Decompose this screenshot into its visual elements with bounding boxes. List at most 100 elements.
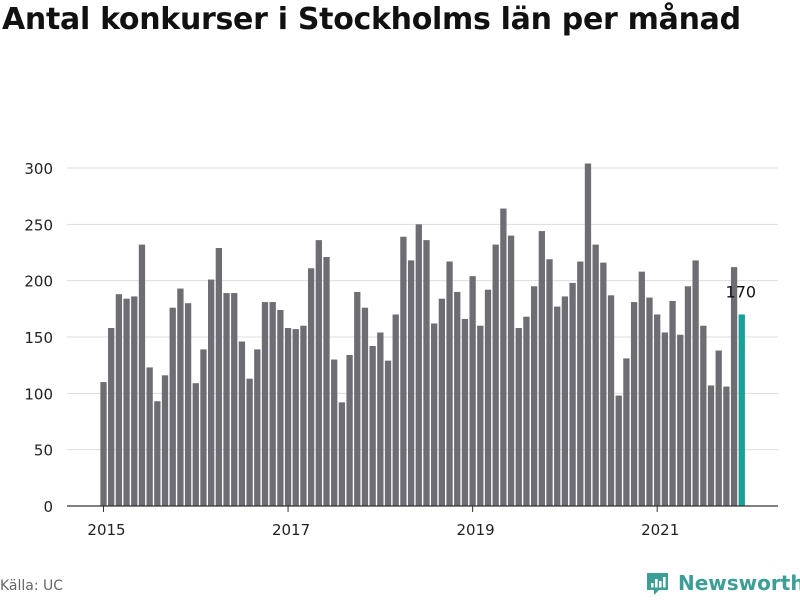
bar: [415, 224, 422, 506]
bar: [369, 346, 376, 506]
y-tick-label: 300: [24, 160, 53, 178]
bar: [469, 276, 476, 506]
bar-chart-logo-icon: [647, 572, 668, 595]
bar: [231, 293, 238, 506]
bar: [661, 332, 669, 506]
bar: [323, 257, 330, 506]
bar: [530, 286, 538, 506]
highlight-bar: [738, 314, 745, 506]
bar: [677, 334, 684, 506]
bar: [392, 314, 399, 506]
bar: [108, 327, 115, 506]
bar: [169, 307, 176, 506]
bar: [577, 261, 584, 506]
bar: [154, 401, 161, 506]
bar: [454, 291, 461, 506]
y-tick-label: 200: [24, 273, 53, 291]
bar: [692, 260, 699, 506]
brand-logo: Newsworthy: [645, 568, 800, 598]
bar: [700, 325, 707, 506]
bar: [269, 302, 276, 506]
bar: [254, 349, 261, 506]
bar: [407, 260, 415, 506]
y-tick-label: 50: [34, 442, 53, 460]
bar: [208, 279, 215, 506]
bar: [431, 323, 438, 506]
bar: [707, 385, 715, 506]
bar: [684, 286, 692, 506]
bar: [615, 395, 622, 506]
bar: [261, 302, 269, 506]
bar: [538, 231, 545, 506]
y-tick-label: 0: [43, 498, 53, 516]
bar: [623, 358, 630, 506]
bar: [515, 327, 522, 506]
bar-series: [100, 163, 745, 507]
bar: [715, 350, 722, 506]
bar: [161, 375, 169, 506]
bar: [246, 378, 253, 506]
bar: [123, 298, 130, 506]
bar: [500, 208, 507, 506]
bar: [723, 386, 730, 506]
bar: [223, 293, 230, 506]
y-tick-label: 250: [24, 216, 53, 234]
x-tick-label: 2015: [87, 521, 125, 539]
bar: [507, 235, 515, 506]
bar: [592, 244, 599, 507]
bar: [184, 303, 192, 506]
bar: [730, 267, 738, 506]
bar: [177, 288, 184, 506]
bar: [200, 349, 207, 506]
bar: [630, 302, 638, 506]
bar: [669, 300, 676, 506]
bar: [131, 296, 138, 506]
bar: [146, 367, 153, 506]
bar: [354, 291, 361, 506]
x-tick-label: 2021: [641, 521, 679, 539]
bar: [338, 402, 346, 506]
y-axis-ticks: 0 50 100 150 200 250 300: [24, 160, 53, 516]
bar: [361, 307, 369, 506]
bar: [331, 359, 338, 506]
bar: [284, 327, 292, 506]
bar: [546, 259, 553, 506]
bar: [446, 261, 453, 506]
bar: [238, 341, 246, 506]
bar: [307, 268, 315, 506]
bar: [477, 325, 484, 506]
bar: [646, 297, 653, 506]
bar: [569, 282, 576, 506]
bar: [300, 325, 307, 506]
bar: [438, 298, 446, 506]
chart-title: Antal konkurser i Stockholms län per mån…: [2, 2, 741, 37]
bar: [607, 295, 615, 506]
y-tick-label: 100: [24, 385, 53, 403]
bar: [423, 240, 430, 507]
y-tick-label: 150: [24, 329, 53, 347]
bar: [554, 306, 561, 506]
bar: [654, 314, 661, 506]
bar: [346, 355, 353, 506]
bar: [561, 296, 569, 506]
bar: [215, 247, 222, 507]
highlight-value-label: 170: [726, 283, 757, 302]
source-note: Källa: UC: [0, 578, 64, 594]
bar: [100, 382, 107, 506]
bar: [638, 271, 645, 506]
bar: [461, 318, 469, 506]
bar: [315, 240, 322, 507]
bar: [400, 236, 407, 507]
bar: [584, 163, 592, 507]
bar: [192, 383, 199, 506]
bar: [600, 262, 607, 506]
brand-name: Newsworthy: [678, 571, 800, 595]
bar: [292, 329, 299, 506]
x-tick-label: 2017: [272, 521, 310, 539]
bar: [377, 332, 384, 506]
bar: [115, 294, 123, 506]
bar: [384, 360, 392, 506]
bar: [277, 309, 284, 506]
x-axis: 2015 2017 2019 2021: [67, 505, 778, 539]
